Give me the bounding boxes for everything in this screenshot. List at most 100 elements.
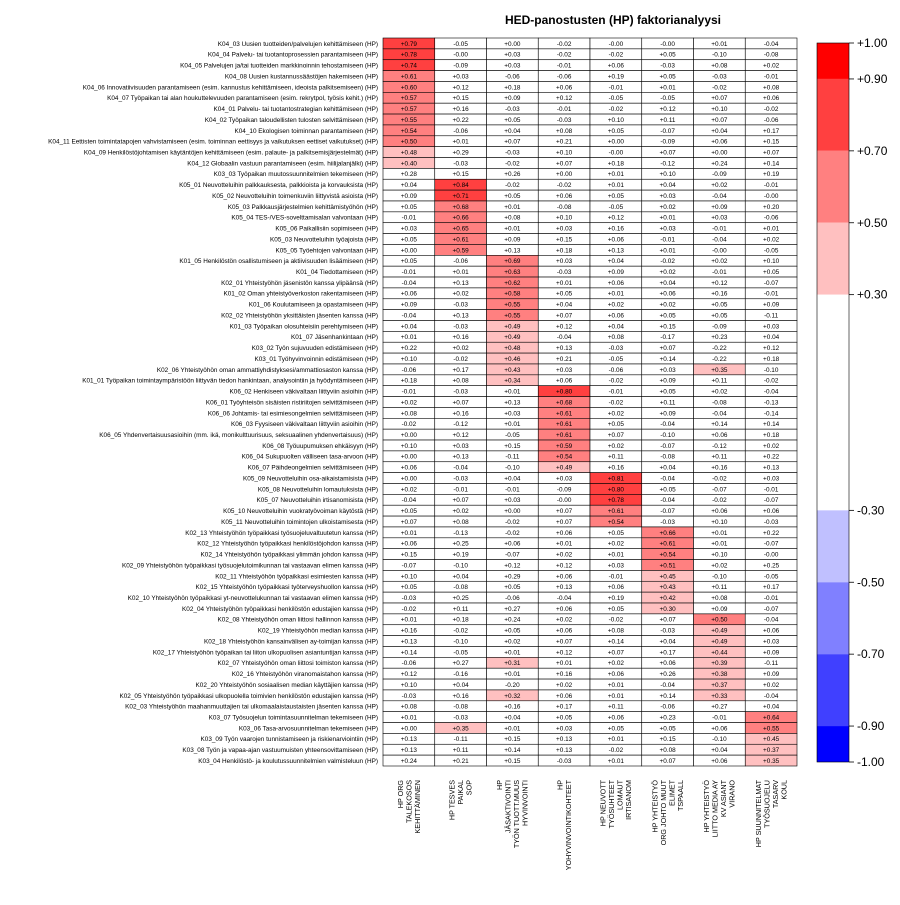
cell-value-label: +0.01: [556, 280, 573, 287]
cell-value-label: +0.01: [504, 649, 521, 656]
legend-color-band: [817, 726, 849, 762]
cell-value-label: -0.03: [660, 628, 675, 635]
cell-value-label: +0.08: [453, 519, 470, 526]
cell-value-label: -0.04: [764, 41, 779, 48]
cell-value-label: +0.55: [401, 117, 418, 124]
cell-value-label: +0.06: [504, 541, 521, 548]
cell-value-label: -0.05: [764, 247, 779, 254]
cell-value-label: +0.13: [453, 454, 470, 461]
row-label: K02_19 Yhteistyöhön median kanssa (HP): [258, 628, 378, 635]
cell-value-label: +0.59: [453, 247, 470, 254]
cell-value-label: +0.01: [608, 291, 625, 298]
cell-value-label: -0.01: [764, 73, 779, 80]
cell-value-label: +0.00: [556, 171, 573, 178]
legend-color-band: [817, 654, 849, 727]
row-label: K01_03 Työpaikan olosuhteisiin perehtymi…: [230, 323, 378, 330]
cell-value-label: +0.48: [401, 149, 418, 156]
cell-value-label: +0.02: [453, 508, 470, 515]
cell-value-label: +0.10: [711, 552, 728, 559]
cell-value-label: +0.16: [608, 465, 625, 472]
cell-value-label: +0.04: [504, 128, 521, 135]
cell-value-label: -0.07: [764, 606, 779, 613]
row-label: K02_09 Yhteistyöhön työpaikkasi työsuoje…: [122, 562, 378, 569]
cell-value-label: +0.13: [763, 465, 780, 472]
row-label: K01_05 Henkilöstön osallistumiseen ja ak…: [179, 258, 378, 265]
cell-value-label: -0.07: [660, 508, 675, 515]
cell-value-label: +0.05: [401, 236, 418, 243]
cell-value-label: +0.11: [453, 606, 469, 613]
cell-value-label: +0.71: [453, 193, 470, 200]
cell-value-label: +0.04: [453, 573, 470, 580]
cell-value-label: +0.03: [504, 63, 521, 70]
cell-value-label: +0.44: [711, 649, 728, 656]
cell-value-label: +0.02: [401, 399, 418, 406]
cell-value-label: +0.01: [453, 139, 470, 146]
cell-value-label: +0.16: [401, 628, 418, 635]
cell-value-label: +0.11: [608, 454, 624, 461]
legend-color-band: [817, 510, 849, 583]
color-legend: +1.00 +0.90 +0.70 +0.50 +0.30 -0.30 -0.50 -0.70…: [816, 36, 888, 769]
cell-value-label: +0.05: [504, 628, 521, 635]
cell-value-label: +0.11: [712, 584, 728, 591]
cell-value-label: +0.01: [504, 725, 521, 732]
cell-value-label: +0.15: [556, 236, 573, 243]
cell-value-label: +0.13: [556, 736, 573, 743]
cell-value-label: +0.16: [608, 226, 625, 233]
cell-value-label: +0.27: [504, 606, 521, 613]
cell-value-label: +0.09: [763, 649, 780, 656]
cell-value-label: +0.05: [504, 117, 521, 124]
cell-value-label: +0.14: [504, 747, 521, 754]
cell-value-label: +0.29: [504, 573, 521, 580]
cell-value-label: +0.02: [608, 410, 625, 417]
cell-value-label: +0.05: [504, 193, 521, 200]
row-label: K05_03 Neuvotteluihin työajoista (HP): [270, 236, 378, 243]
cell-value-label: -0.16: [453, 671, 468, 678]
cell-value-label: +0.19: [608, 595, 625, 602]
cell-value-label: +0.15: [504, 736, 521, 743]
cell-value-label: -0.02: [660, 258, 675, 265]
column-label: HP ORGTALEKOSOSKEHITTÄMINEN: [396, 780, 422, 834]
cell-value-label: +0.11: [712, 378, 728, 385]
cell-value-label: -0.02: [505, 182, 520, 189]
legend-tick-label: -0.70: [857, 647, 885, 661]
cell-value-label: +0.66: [453, 215, 470, 222]
cell-value-label: -0.01: [660, 236, 675, 243]
cell-value-label: +0.07: [453, 399, 470, 406]
cell-value-label: -0.06: [402, 367, 417, 374]
cell-value-label: +0.13: [453, 312, 470, 319]
cell-value-label: +0.06: [556, 378, 573, 385]
cell-value-label: +0.04: [504, 715, 521, 722]
cell-value-label: -0.02: [557, 182, 572, 189]
row-label: K02_01 Yhteistyöhön jäsenistön kanssa yl…: [221, 280, 378, 287]
cell-value-label: +0.03: [608, 562, 625, 569]
cell-value-label: +0.02: [660, 269, 677, 276]
cell-value-label: -0.05: [609, 356, 624, 363]
cell-value-label: +0.05: [401, 508, 418, 515]
cell-value-label: -0.12: [660, 160, 675, 167]
cell-value-label: +0.03: [556, 725, 573, 732]
cell-value-label: +0.12: [763, 345, 780, 352]
cell-value-label: -0.05: [453, 41, 468, 48]
cell-value-label: -0.03: [453, 302, 468, 309]
cell-value-label: +0.10: [763, 258, 780, 265]
cell-value-label: +0.06: [711, 139, 728, 146]
cell-value-label: +0.17: [453, 367, 470, 374]
row-label: K04_07 Työpaikan tai alan houkuttelevuud…: [107, 95, 378, 102]
cell-value-label: +0.01: [608, 552, 625, 559]
cell-value-label: +0.19: [763, 171, 780, 178]
cell-value-label: +0.08: [401, 410, 418, 417]
row-label: K04_12 Globaalin vastuun parantamiseen (…: [187, 160, 378, 167]
cell-value-label: -0.02: [764, 378, 779, 385]
cell-value-label: -0.00: [764, 193, 779, 200]
cell-value-label: -0.00: [609, 149, 624, 156]
cell-value-label: +0.03: [763, 475, 780, 482]
cell-value-label: +0.11: [660, 117, 676, 124]
cell-value-label: +0.03: [711, 215, 728, 222]
cell-value-label: +0.13: [556, 747, 573, 754]
cell-value-label: +0.07: [763, 149, 780, 156]
row-labels: K04_03 Uusien tuotteiden/palvelujen kehi…: [48, 41, 378, 765]
cell-value-label: +0.15: [453, 95, 470, 102]
cell-value-label: +0.01: [608, 682, 625, 689]
